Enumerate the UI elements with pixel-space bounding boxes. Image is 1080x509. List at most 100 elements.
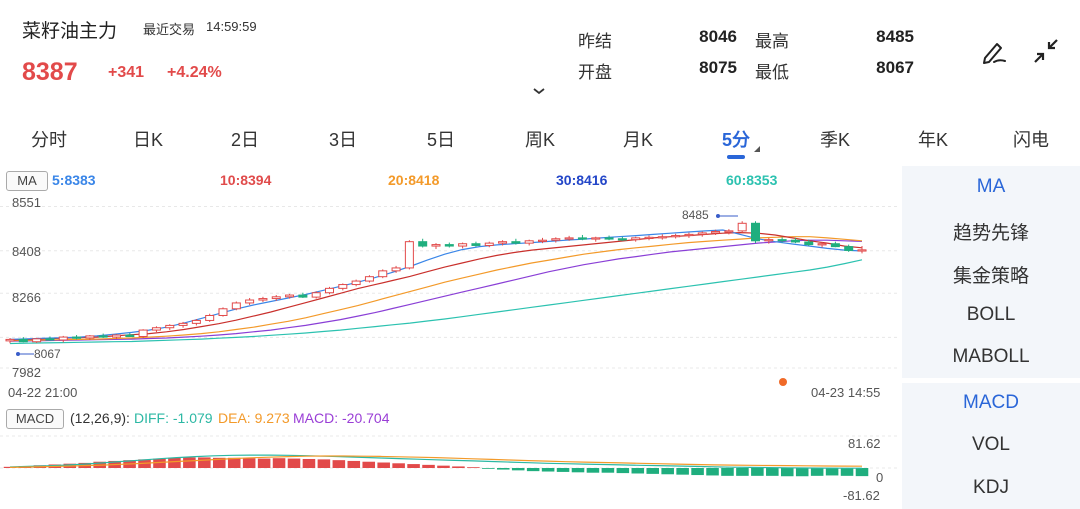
candle-body [32, 338, 42, 343]
ma30-line [9, 239, 863, 342]
macd-histogram-bar [212, 457, 226, 468]
tab-intraday[interactable]: 分时 [31, 130, 67, 150]
tab-quarterly-k[interactable]: 季K [819, 130, 851, 150]
low-marker-dot [16, 352, 20, 356]
candle-body [804, 241, 814, 246]
tab-flash[interactable]: 闪电 [1013, 130, 1049, 150]
stat-label-open: 开盘 [578, 63, 612, 82]
tab-3day[interactable]: 3日 [328, 130, 358, 150]
pen-icon[interactable] [979, 36, 1009, 66]
candle-body [777, 239, 787, 242]
macd-indicator-badge[interactable]: MACD [6, 409, 64, 429]
candle-body [178, 322, 188, 326]
candle-body [5, 338, 15, 342]
macd-histogram-bar [496, 468, 510, 470]
latest-marker-dot [779, 378, 787, 386]
macd-chart[interactable] [0, 430, 900, 508]
collapse-icon[interactable] [1031, 36, 1061, 66]
stat-value-high: 8485 [876, 27, 914, 46]
indicator-maboll[interactable]: MABOLL [952, 346, 1030, 367]
candle-body [271, 296, 281, 300]
macd-histogram-bar [691, 468, 704, 476]
candle-body [418, 241, 428, 247]
macd-histogram-bar [855, 468, 869, 477]
macd-histogram-bar [287, 458, 301, 468]
candle-body [657, 236, 667, 239]
candle-body [817, 243, 827, 246]
macd-histogram-bar [347, 460, 361, 468]
active-tab-indicator [727, 155, 745, 159]
expand-chevron-icon[interactable] [532, 86, 546, 96]
stat-label-low: 最低 [755, 63, 789, 82]
macd-params: (12,26,9): [70, 410, 130, 426]
macd-histogram-bar [676, 468, 689, 475]
macd-histogram-bar [437, 465, 450, 468]
tab-2day[interactable]: 2日 [230, 130, 260, 150]
indicator-macd[interactable]: MACD [963, 392, 1019, 413]
tab-5day[interactable]: 5日 [426, 130, 456, 150]
macd-histogram-bar [168, 457, 181, 468]
macd-histogram-bar [646, 468, 660, 474]
candle-body [404, 241, 414, 269]
candle-body [285, 294, 295, 298]
candle-body [577, 237, 587, 240]
macd-histogram-bar [272, 458, 286, 468]
candle-body [830, 243, 840, 248]
ma30-value: 30:8416 [556, 172, 608, 188]
macd-histogram-bar [362, 461, 376, 468]
macd-histogram-bar [556, 468, 570, 472]
candle-body [364, 276, 374, 282]
macd-histogram-bar [482, 468, 495, 469]
candle-body [617, 238, 627, 241]
high-marker-label: 8485 [682, 208, 709, 222]
tab-daily-k[interactable]: 日K [132, 130, 164, 150]
macd-histogram-bar [616, 468, 630, 474]
candle-body [751, 222, 760, 242]
ma-indicator-badge[interactable]: MA [6, 171, 48, 191]
tab-dropdown-corner-icon[interactable] [754, 146, 760, 152]
macd-histogram-bar [661, 468, 674, 475]
candle-body [684, 233, 694, 237]
macd-histogram-bar [840, 468, 854, 476]
macd-histogram-bar [751, 468, 764, 476]
macd-histogram-bar [302, 458, 316, 468]
macd-histogram-bar [183, 457, 196, 468]
price-change: +341 [108, 64, 145, 81]
y-axis-label-mid: 8408 [12, 244, 41, 259]
indicator-trend-pioneer[interactable]: 趋势先锋 [952, 223, 1029, 244]
candle-body [45, 338, 55, 341]
indicator-kdj[interactable]: KDJ [973, 477, 1009, 498]
indicator-boll[interactable]: BOLL [966, 304, 1016, 325]
candle-body [524, 240, 534, 244]
indicator-gold-strategy[interactable]: 集金策略 [952, 266, 1029, 287]
macd-diff-line [9, 454, 862, 469]
candle-body [18, 338, 28, 343]
last-price: 8387 [22, 58, 78, 86]
tab-yearly-k[interactable]: 年K [917, 130, 949, 150]
candle-body [790, 239, 800, 243]
x-axis-label-end: 04-23 14:55 [811, 385, 881, 400]
candle-body [391, 267, 401, 272]
macd-histogram-bar [422, 464, 435, 468]
candle-body [245, 299, 255, 304]
main-indicator-panel [902, 166, 1080, 378]
macd-histogram-bar [601, 468, 615, 473]
tab-monthly-k[interactable]: 月K [622, 130, 654, 150]
indicator-vol[interactable]: VOL [971, 434, 1011, 455]
candle-body [724, 230, 734, 233]
ma20-line [9, 236, 863, 342]
macd-histogram-bar [706, 468, 719, 476]
candle-body [671, 235, 681, 238]
tab-5min[interactable]: 5分 [721, 130, 751, 150]
stat-value-prev-settle: 8046 [699, 27, 737, 46]
indicator-ma[interactable]: MA [976, 176, 1006, 197]
macd-histogram-bar [571, 468, 585, 473]
stat-label-high: 最高 [755, 32, 789, 51]
macd-axis-bottom: -81.62 [843, 488, 880, 503]
macd-histogram-bar [153, 458, 166, 468]
candlestick-chart[interactable] [0, 190, 900, 380]
tab-weekly-k[interactable]: 周K [524, 130, 556, 150]
ma60-line [9, 259, 863, 345]
macd-histogram-bar [467, 467, 480, 469]
macd-histogram-bar [257, 458, 271, 468]
